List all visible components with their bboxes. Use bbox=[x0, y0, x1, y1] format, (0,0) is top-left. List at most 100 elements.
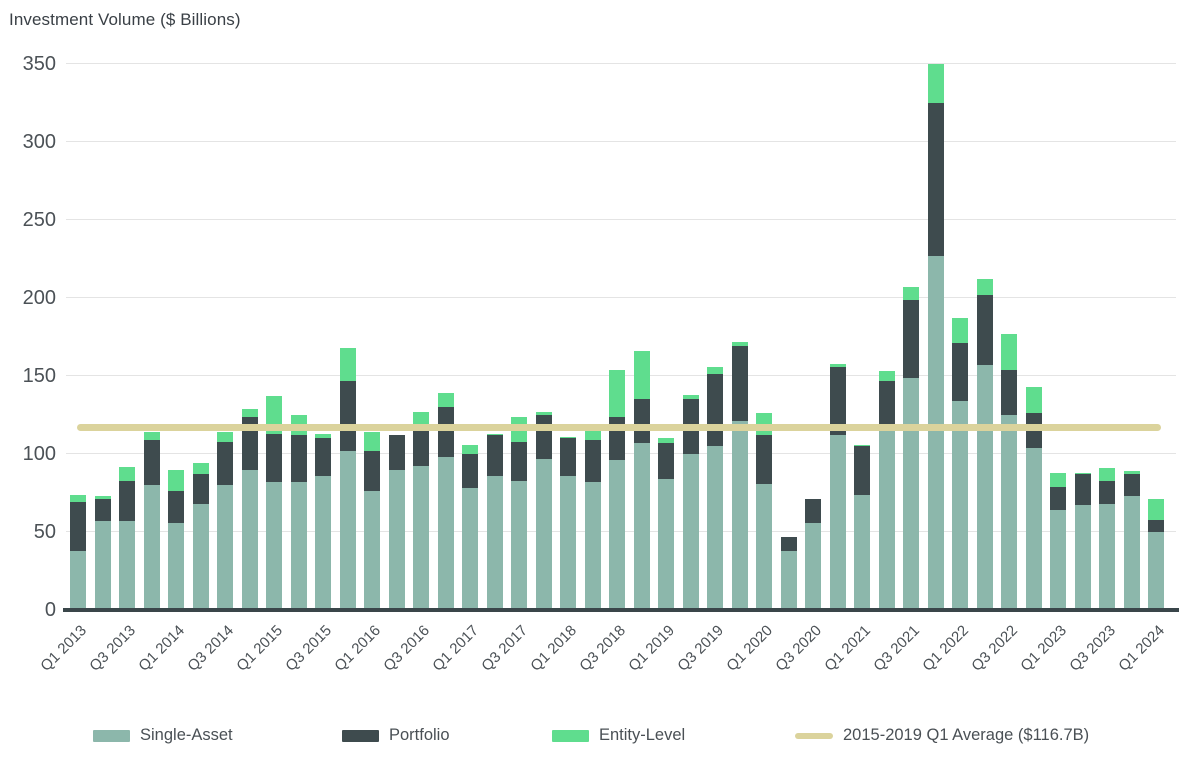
segment-entity-level-q2-2017 bbox=[486, 433, 503, 436]
bar-q2-2014 bbox=[192, 463, 209, 610]
segment-single-asset-q2-2023 bbox=[1074, 505, 1091, 610]
segment-entity-level-q1-2017 bbox=[462, 444, 478, 455]
bar-q4-2022 bbox=[1025, 386, 1042, 610]
segment-portfolio-q3-2020 bbox=[805, 499, 821, 523]
segment-portfolio-q4-2021 bbox=[927, 103, 944, 256]
gridline-200 bbox=[66, 297, 1176, 298]
segment-entity-level-q3-2021 bbox=[903, 287, 919, 300]
segment-single-asset-q1-2021 bbox=[854, 494, 870, 610]
segment-portfolio-q4-2017 bbox=[535, 415, 552, 459]
segment-entity-level-q4-2018 bbox=[633, 351, 650, 400]
bar-q3-2014 bbox=[217, 432, 233, 610]
segment-portfolio-q3-2013 bbox=[119, 480, 135, 522]
segment-portfolio-q3-2017 bbox=[511, 441, 527, 481]
y-tick-label-50: 50 bbox=[33, 521, 56, 543]
segment-entity-level-q4-2022 bbox=[1025, 386, 1042, 414]
segment-portfolio-q4-2015 bbox=[339, 380, 356, 451]
bar-q1-2017 bbox=[462, 444, 478, 610]
bar-q1-2021 bbox=[854, 444, 870, 610]
segment-portfolio-q2-2020 bbox=[780, 536, 797, 551]
segment-entity-level-q2-2019 bbox=[682, 394, 699, 400]
bar-q4-2014 bbox=[241, 408, 258, 610]
segment-portfolio-q3-2015 bbox=[315, 438, 331, 476]
bar-q4-2018 bbox=[633, 351, 650, 610]
segment-single-asset-q4-2019 bbox=[731, 421, 748, 610]
segment-single-asset-q1-2016 bbox=[364, 491, 380, 610]
segment-portfolio-q3-2023 bbox=[1099, 480, 1115, 504]
legend-label: Entity-Level bbox=[599, 726, 686, 744]
bar-q1-2022 bbox=[952, 318, 968, 610]
segment-single-asset-q1-2015 bbox=[266, 482, 282, 610]
legend-item-portfolio: Portfolio bbox=[342, 726, 450, 745]
bar-q1-2014 bbox=[168, 469, 184, 610]
segment-portfolio-q2-2013 bbox=[94, 499, 111, 522]
segment-entity-level-q4-2015 bbox=[339, 347, 356, 381]
segment-portfolio-q1-2021 bbox=[854, 446, 870, 495]
segment-entity-level-q1-2019 bbox=[658, 438, 674, 444]
segment-single-asset-q4-2015 bbox=[339, 450, 356, 610]
segment-entity-level-q3-2018 bbox=[609, 369, 625, 417]
bar-q1-2018 bbox=[560, 436, 576, 610]
segment-portfolio-q4-2013 bbox=[143, 439, 160, 486]
segment-portfolio-q4-2019 bbox=[731, 346, 748, 422]
segment-single-asset-q1-2022 bbox=[952, 400, 968, 610]
segment-single-asset-q3-2018 bbox=[609, 460, 625, 610]
y-tick-label-200: 200 bbox=[22, 287, 56, 309]
segment-portfolio-q1-2023 bbox=[1050, 486, 1066, 511]
bar-q4-2017 bbox=[535, 411, 552, 610]
bar-q3-2019 bbox=[707, 366, 723, 610]
segment-single-asset-q2-2017 bbox=[486, 475, 503, 610]
legend: Single-Asset Portfolio Entity-Level 2015-20… bbox=[0, 718, 1190, 761]
segment-entity-level-q1-2021 bbox=[854, 444, 870, 447]
segment-single-asset-q1-2018 bbox=[560, 475, 576, 610]
bar-q4-2023 bbox=[1123, 471, 1140, 610]
segment-single-asset-q1-2024 bbox=[1148, 532, 1164, 610]
gridline-250 bbox=[66, 219, 1176, 220]
bar-q1-2013 bbox=[70, 494, 86, 610]
segment-entity-level-q4-2021 bbox=[927, 64, 944, 104]
gridline-300 bbox=[66, 141, 1176, 142]
segment-entity-level-q1-2015 bbox=[266, 396, 282, 434]
segment-entity-level-q3-2013 bbox=[119, 466, 135, 481]
segment-single-asset-q3-2019 bbox=[707, 446, 723, 610]
bar-q4-2015 bbox=[339, 347, 356, 610]
segment-entity-level-q1-2024 bbox=[1148, 499, 1164, 520]
segment-portfolio-q3-2019 bbox=[707, 374, 723, 447]
segment-entity-level-q1-2018 bbox=[560, 436, 576, 439]
segment-entity-level-q3-2015 bbox=[315, 433, 331, 439]
bar-q2-2022 bbox=[976, 279, 993, 610]
legend-item-single-asset: Single-Asset bbox=[93, 726, 233, 745]
legend-item-2015-2019: 2015-2019 Q1 Average ($116.7B) bbox=[795, 726, 1089, 745]
segment-entity-level-q2-2013 bbox=[94, 496, 111, 500]
chart-title: Investment Volume ($ Billions) bbox=[9, 10, 241, 29]
segment-portfolio-q1-2019 bbox=[658, 443, 674, 479]
segment-single-asset-q2-2020 bbox=[780, 550, 797, 610]
segment-portfolio-q4-2016 bbox=[437, 407, 454, 458]
segment-single-asset-q3-2015 bbox=[315, 475, 331, 610]
bar-q1-2024 bbox=[1148, 499, 1164, 610]
segment-single-asset-q2-2015 bbox=[290, 482, 307, 610]
bar-q3-2018 bbox=[609, 369, 625, 610]
segment-portfolio-q4-2020 bbox=[829, 366, 846, 436]
segment-single-asset-q3-2023 bbox=[1099, 503, 1115, 610]
segment-entity-level-q3-2014 bbox=[217, 432, 233, 442]
segment-single-asset-q4-2022 bbox=[1025, 447, 1042, 610]
segment-portfolio-q2-2018 bbox=[584, 439, 601, 483]
segment-single-asset-q4-2021 bbox=[927, 255, 944, 610]
y-tick-label-0: 0 bbox=[44, 599, 56, 621]
legend-swatch-single-asset bbox=[93, 729, 130, 742]
segment-single-asset-q1-2014 bbox=[168, 522, 184, 610]
segment-portfolio-q2-2023 bbox=[1074, 474, 1091, 506]
segment-portfolio-q1-2018 bbox=[560, 438, 576, 476]
segment-single-asset-q3-2017 bbox=[511, 480, 527, 610]
bar-q3-2020 bbox=[805, 499, 821, 610]
bar-q3-2023 bbox=[1099, 468, 1115, 610]
segment-entity-level-q2-2014 bbox=[192, 463, 209, 475]
segment-single-asset-q1-2013 bbox=[70, 550, 86, 610]
segment-single-asset-q2-2018 bbox=[584, 482, 601, 610]
segment-portfolio-q2-2021 bbox=[878, 380, 895, 431]
segment-entity-level-q2-2021 bbox=[878, 371, 895, 381]
segment-portfolio-q1-2017 bbox=[462, 454, 478, 489]
segment-single-asset-q3-2016 bbox=[413, 466, 429, 610]
